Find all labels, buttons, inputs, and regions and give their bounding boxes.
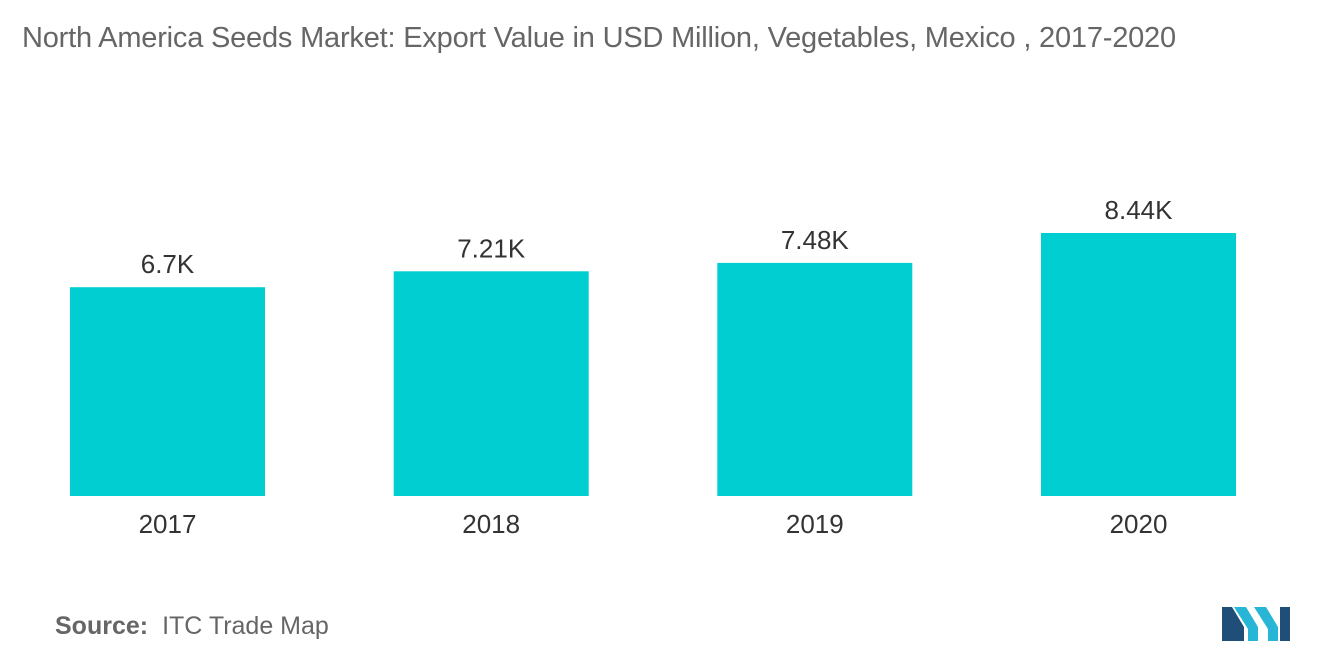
source-label: Source: (55, 612, 149, 640)
value-label-2020: 8.44K (1105, 195, 1174, 225)
x-axis-tick-labels: 2017 2018 2019 2020 (139, 509, 1168, 539)
value-label-2018: 7.21K (457, 233, 526, 263)
bar-2018 (393, 271, 589, 496)
source-note: Source: ITC Trade Map (55, 612, 329, 641)
logo-shape-left (1222, 607, 1244, 641)
bar-2020 (1041, 233, 1236, 496)
bars-layer (70, 233, 1236, 496)
bar-2019 (717, 262, 913, 496)
source-text: ITC Trade Map (162, 612, 329, 640)
bar-2017 (70, 287, 265, 496)
value-label-2017: 6.7K (141, 249, 195, 279)
logo-shape-mid-left (1234, 607, 1258, 641)
value-labels-layer: 6.7K 7.21K 7.48K 8.44K (141, 195, 1173, 279)
mordor-intelligence-logo-icon (1222, 607, 1290, 641)
x-tick-label-2019: 2019 (786, 509, 844, 539)
logo-shape-right (1280, 607, 1290, 641)
x-tick-label-2020: 2020 (1110, 509, 1168, 539)
x-tick-label-2017: 2017 (139, 509, 197, 539)
chart-title: North America Seeds Market: Export Value… (22, 22, 1176, 54)
value-label-2019: 7.48K (781, 225, 850, 255)
x-tick-label-2018: 2018 (462, 509, 520, 539)
logo-shape-mid-right (1254, 607, 1278, 641)
